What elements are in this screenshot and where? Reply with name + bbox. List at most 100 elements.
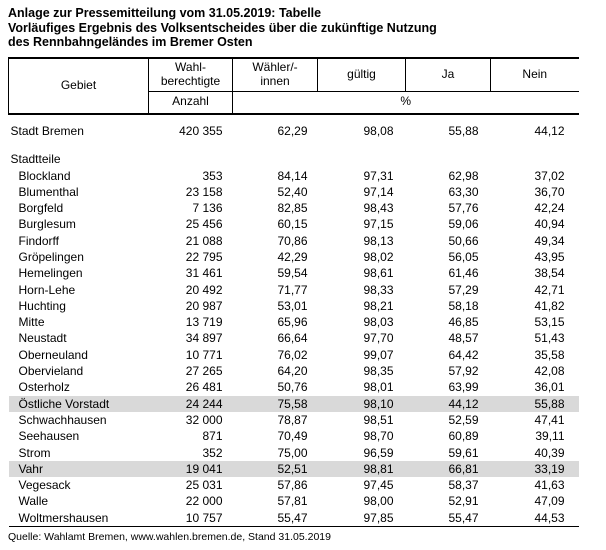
table-row: Östliche Vorstadt 24 244 75,58 98,10 44,12 55… <box>8 395 579 412</box>
cell-nein: 47,41 <box>534 412 565 427</box>
cell-gebiet: Burglesum <box>18 217 76 232</box>
cell-wahlberechtigte: 20 492 <box>185 282 223 297</box>
title-block: Anlage zur Pressemitteilung vom 31.05.20… <box>0 0 606 50</box>
page-subtitle-line1: Vorläufiges Ergebnis des Volksentscheide… <box>8 20 437 35</box>
cell-nein: 42,08 <box>534 364 565 379</box>
table-row: Walle 22 000 57,81 98,00 52,91 47,09 <box>9 493 579 509</box>
cell-wahlberechtigte: 353 <box>202 168 223 183</box>
cell-ja: 58,18 <box>448 298 479 313</box>
cell-waehler: 66,64 <box>277 331 308 346</box>
cell-wahlberechtigte: 19 041 <box>185 461 223 476</box>
cell-gueltig: 98,02 <box>363 249 394 264</box>
results-table: Gebiet Wahl- berechtigte Wähler/- innen … <box>8 56 579 528</box>
cell-ja: 63,99 <box>448 380 479 395</box>
cell-gueltig: 98,01 <box>363 380 394 395</box>
table-row: Horn-Lehe 20 492 71,77 98,33 57,29 42,71 <box>9 282 579 298</box>
header-gebiet: Gebiet <box>8 56 149 115</box>
cell-nein: 40,39 <box>534 445 565 460</box>
cell-gebiet: Huchting <box>18 298 66 313</box>
cell-nein: 55,88 <box>534 396 565 411</box>
table-row: Oberneuland 10 771 76,02 99,07 64,42 35,58 <box>9 347 579 363</box>
cell-waehler: 76,02 <box>277 347 308 362</box>
cell-gebiet: Walle <box>18 494 49 509</box>
cell-waehler: 42,29 <box>277 249 308 264</box>
cell-wahlberechtigte: 22 795 <box>185 249 223 264</box>
cell-ja: 62,98 <box>448 168 479 183</box>
cell-ja: 55,47 <box>448 510 479 525</box>
page-subtitle-line2: des Rennbahngeländes im Bremer Osten <box>8 35 253 49</box>
cell-gueltig: 97,85 <box>363 510 394 525</box>
cell-waehler: 55,47 <box>277 510 308 525</box>
cell-gebiet: Oberneuland <box>18 347 88 362</box>
cell-ja: 52,59 <box>448 412 479 427</box>
cell-gebiet: Horn-Lehe <box>18 282 76 297</box>
header-wahlberechtigte: Wahl- berechtigte <box>148 56 233 92</box>
cell-ja: 46,85 <box>448 315 479 330</box>
cell-ja: 63,30 <box>448 184 479 199</box>
cell-wahlberechtigte: 31 461 <box>185 266 223 281</box>
table-row: Gröpelingen 22 795 42,29 98,02 56,05 43,95 <box>9 249 579 265</box>
cell-gebiet: Schwachhausen <box>18 412 107 427</box>
cell-waehler: 82,85 <box>277 201 308 216</box>
table-row: Blockland 353 84,14 97,31 62,98 37,02 <box>9 168 579 184</box>
cell-nein: 51,43 <box>534 331 565 346</box>
cell-nein: 49,34 <box>534 233 565 248</box>
cell-wahlberechtigte: 34 897 <box>185 331 223 346</box>
cell-gueltig: 97,15 <box>363 217 394 232</box>
cell-wahlberechtigte: 352 <box>202 445 223 460</box>
table-row: Borgfeld 7 136 82,85 98,43 57,76 42,24 <box>9 200 579 216</box>
cell-gueltig: 98,81 <box>363 461 394 476</box>
cell-waehler: 52,51 <box>277 461 308 476</box>
table-row: Findorff 21 088 70,86 98,13 50,66 49,34 <box>9 233 579 249</box>
cell-wahlberechtigte: 27 265 <box>185 364 223 379</box>
cell-ja: 66,81 <box>448 461 479 476</box>
cell-nein: 39,11 <box>535 429 565 444</box>
cell-nein: 42,71 <box>534 282 565 297</box>
cell-gebiet: Borgfeld <box>18 201 64 216</box>
cell-nein: 40,94 <box>534 217 565 232</box>
source-text: Quelle: Wahlamt Bremen, www.wahlen.breme… <box>8 531 331 544</box>
cell-wahlberechtigte: 7 136 <box>192 201 223 216</box>
header-ja: Ja <box>405 56 491 92</box>
cell-nein: 41,63 <box>534 478 565 493</box>
table-body: Stadt Bremen 420 355 62,29 98,08 55,88 44,12 S… <box>8 114 579 527</box>
cell-gueltig: 97,45 <box>363 478 394 493</box>
cell-wahlberechtigte: 13 719 <box>185 315 223 330</box>
cell-nein: 44,12 <box>534 123 565 138</box>
cell-nein: 36,01 <box>534 380 565 395</box>
table-row: Vegesack 25 031 57,86 97,45 58,37 41,63 <box>9 477 579 493</box>
cell-wahlberechtigte: 21 088 <box>185 233 223 248</box>
cell-gebiet: Vahr <box>18 461 43 476</box>
table-row: Vahr 19 041 52,51 98,81 66,81 33,19 <box>8 460 579 478</box>
cell-nein: 47,09 <box>534 494 565 509</box>
cell-gueltig <box>318 144 406 168</box>
table-row: Seehausen 871 70,49 98,70 60,89 39,11 <box>9 428 579 444</box>
cell-gebiet: Neustadt <box>18 331 67 346</box>
cell-nein: 43,95 <box>534 249 565 264</box>
cell-ja: 57,76 <box>448 201 479 216</box>
cell-nein: 36,70 <box>534 184 565 199</box>
cell-gueltig: 99,07 <box>363 347 394 362</box>
cell-gueltig: 98,08 <box>363 123 394 138</box>
cell-gueltig: 98,51 <box>363 412 394 427</box>
cell-ja: 59,61 <box>448 445 479 460</box>
cell-nein: 42,24 <box>534 201 565 216</box>
cell-nein <box>491 144 579 168</box>
table-row: Blumenthal 23 158 52,40 97,14 63,30 36,70 <box>9 184 579 200</box>
cell-nein: 38,54 <box>534 266 565 281</box>
header-nein: Nein <box>490 56 579 92</box>
cell-gebiet: Blumenthal <box>18 184 79 199</box>
cell-gebiet: Vegesack <box>18 478 71 493</box>
table-row: Osterholz 26 481 50,76 98,01 63,99 36,01 <box>9 379 579 395</box>
cell-waehler: 71,77 <box>277 282 308 297</box>
cell-ja: 55,88 <box>448 123 479 138</box>
table-row: Stadt Bremen 420 355 62,29 98,08 55,88 44,12 <box>9 114 579 144</box>
cell-gebiet: Östliche Vorstadt <box>18 396 110 411</box>
cell-gueltig: 97,14 <box>363 184 394 199</box>
cell-waehler: 57,86 <box>277 478 308 493</box>
cell-gueltig: 98,00 <box>363 494 394 509</box>
cell-nein: 35,58 <box>534 347 565 362</box>
cell-waehler <box>233 144 318 168</box>
cell-gueltig: 96,59 <box>363 445 394 460</box>
cell-gebiet: Osterholz <box>18 380 70 395</box>
